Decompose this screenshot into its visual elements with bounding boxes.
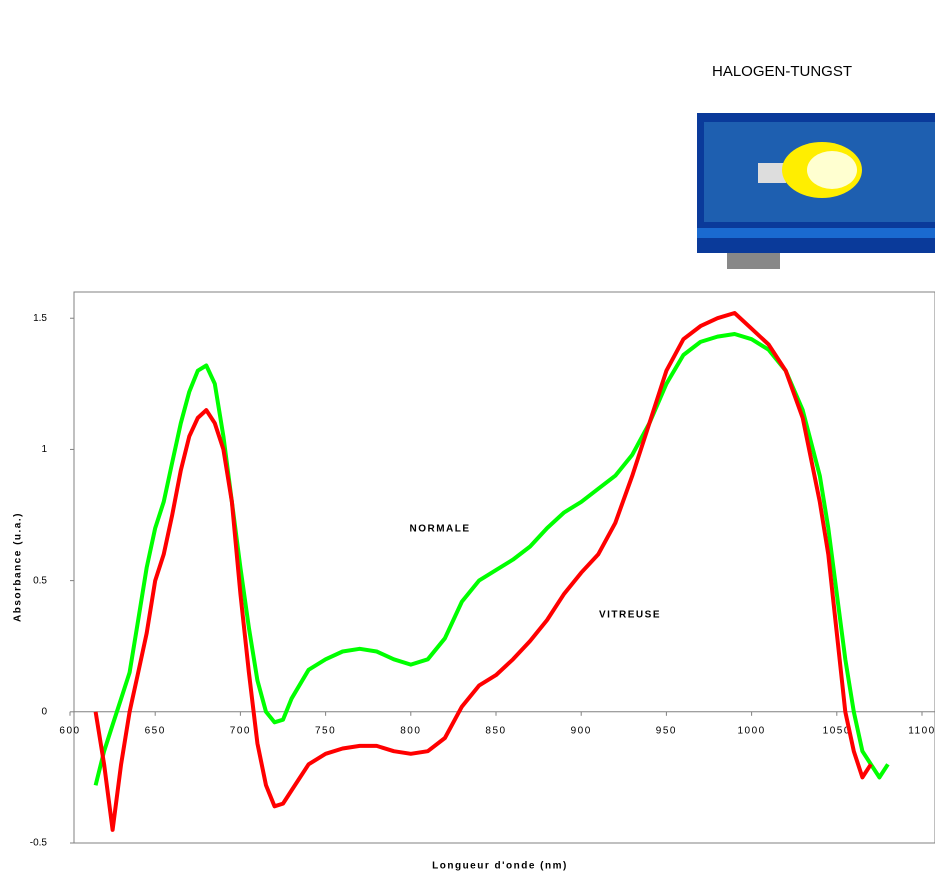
y-tick-label: 0 [41, 706, 47, 717]
x-tick-label: 700 [230, 725, 251, 736]
y-tick-label: 1 [41, 444, 47, 455]
series-line [96, 334, 888, 785]
x-tick-label: 900 [571, 725, 592, 736]
x-tick-label: 800 [400, 725, 421, 736]
plot-frame [74, 292, 935, 843]
lamp-socket [758, 163, 786, 183]
lamp-icon [697, 113, 935, 269]
lamp-glow [807, 151, 857, 189]
lamp-label: HALOGEN-TUNGST [712, 63, 852, 80]
y-tick-label: -0.5 [30, 838, 48, 849]
series-line [96, 313, 871, 830]
y-tick-label: 0.5 [33, 575, 47, 586]
lamp-stripe [697, 228, 935, 238]
x-tick-label: 750 [315, 725, 336, 736]
annotation: VITREUSE [599, 610, 661, 621]
x-tick-label: 650 [145, 725, 166, 736]
annotation: NORMALE [409, 524, 470, 535]
x-tick-label: 600 [59, 725, 80, 736]
x-axis-label: Longueur d'onde (nm) [432, 861, 568, 872]
y-axis-label: Absorbance (u.a.) [13, 512, 24, 622]
chart: HALOGEN-TUNGST Longueur d'onde (nm) Abso… [0, 0, 935, 876]
x-tick-label: 950 [656, 725, 677, 736]
x-tick-label: 1000 [737, 725, 765, 736]
x-tick-label: 1100 [908, 725, 935, 736]
x-tick-label: 850 [485, 725, 506, 736]
y-tick-label: 1.5 [33, 313, 47, 324]
